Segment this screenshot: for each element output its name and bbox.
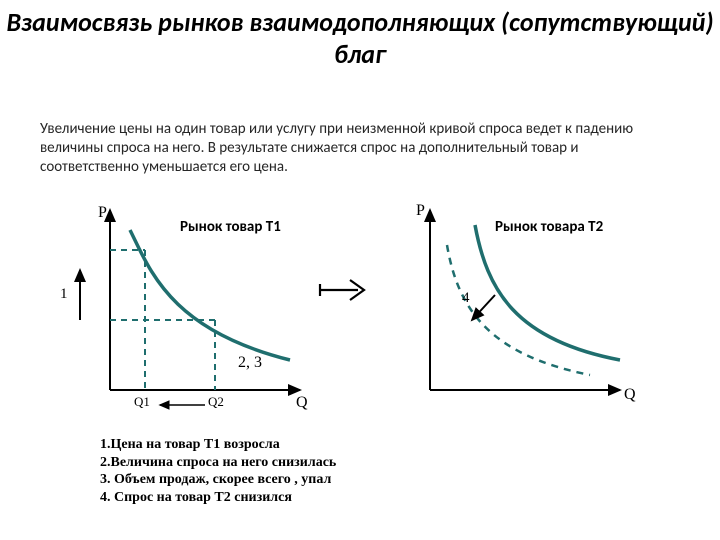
chart2-q-label: Q (624, 386, 636, 404)
bullet-item: 3. Объем продаж, скорее всего , упал (100, 471, 336, 489)
chart2-demand-solid (475, 225, 620, 360)
bullet-list: 1.Цена на товар Т1 возросла 2.Величина с… (100, 436, 336, 506)
bullet-item: 1.Цена на товар Т1 возросла (100, 436, 336, 454)
slide: Взаимосвязь рынков взаимодополняющих (со… (0, 0, 720, 540)
chart2-p-label: P (416, 202, 425, 220)
chart2-step4-arrow (472, 295, 495, 320)
chart2-step4-label: 4 (462, 290, 470, 307)
bullet-item: 4. Спрос на товар Т2 снизился (100, 489, 336, 507)
bullet-item: 2.Величина спроса на него снизилась (100, 454, 336, 472)
chart2-demand-dashed (447, 245, 590, 375)
